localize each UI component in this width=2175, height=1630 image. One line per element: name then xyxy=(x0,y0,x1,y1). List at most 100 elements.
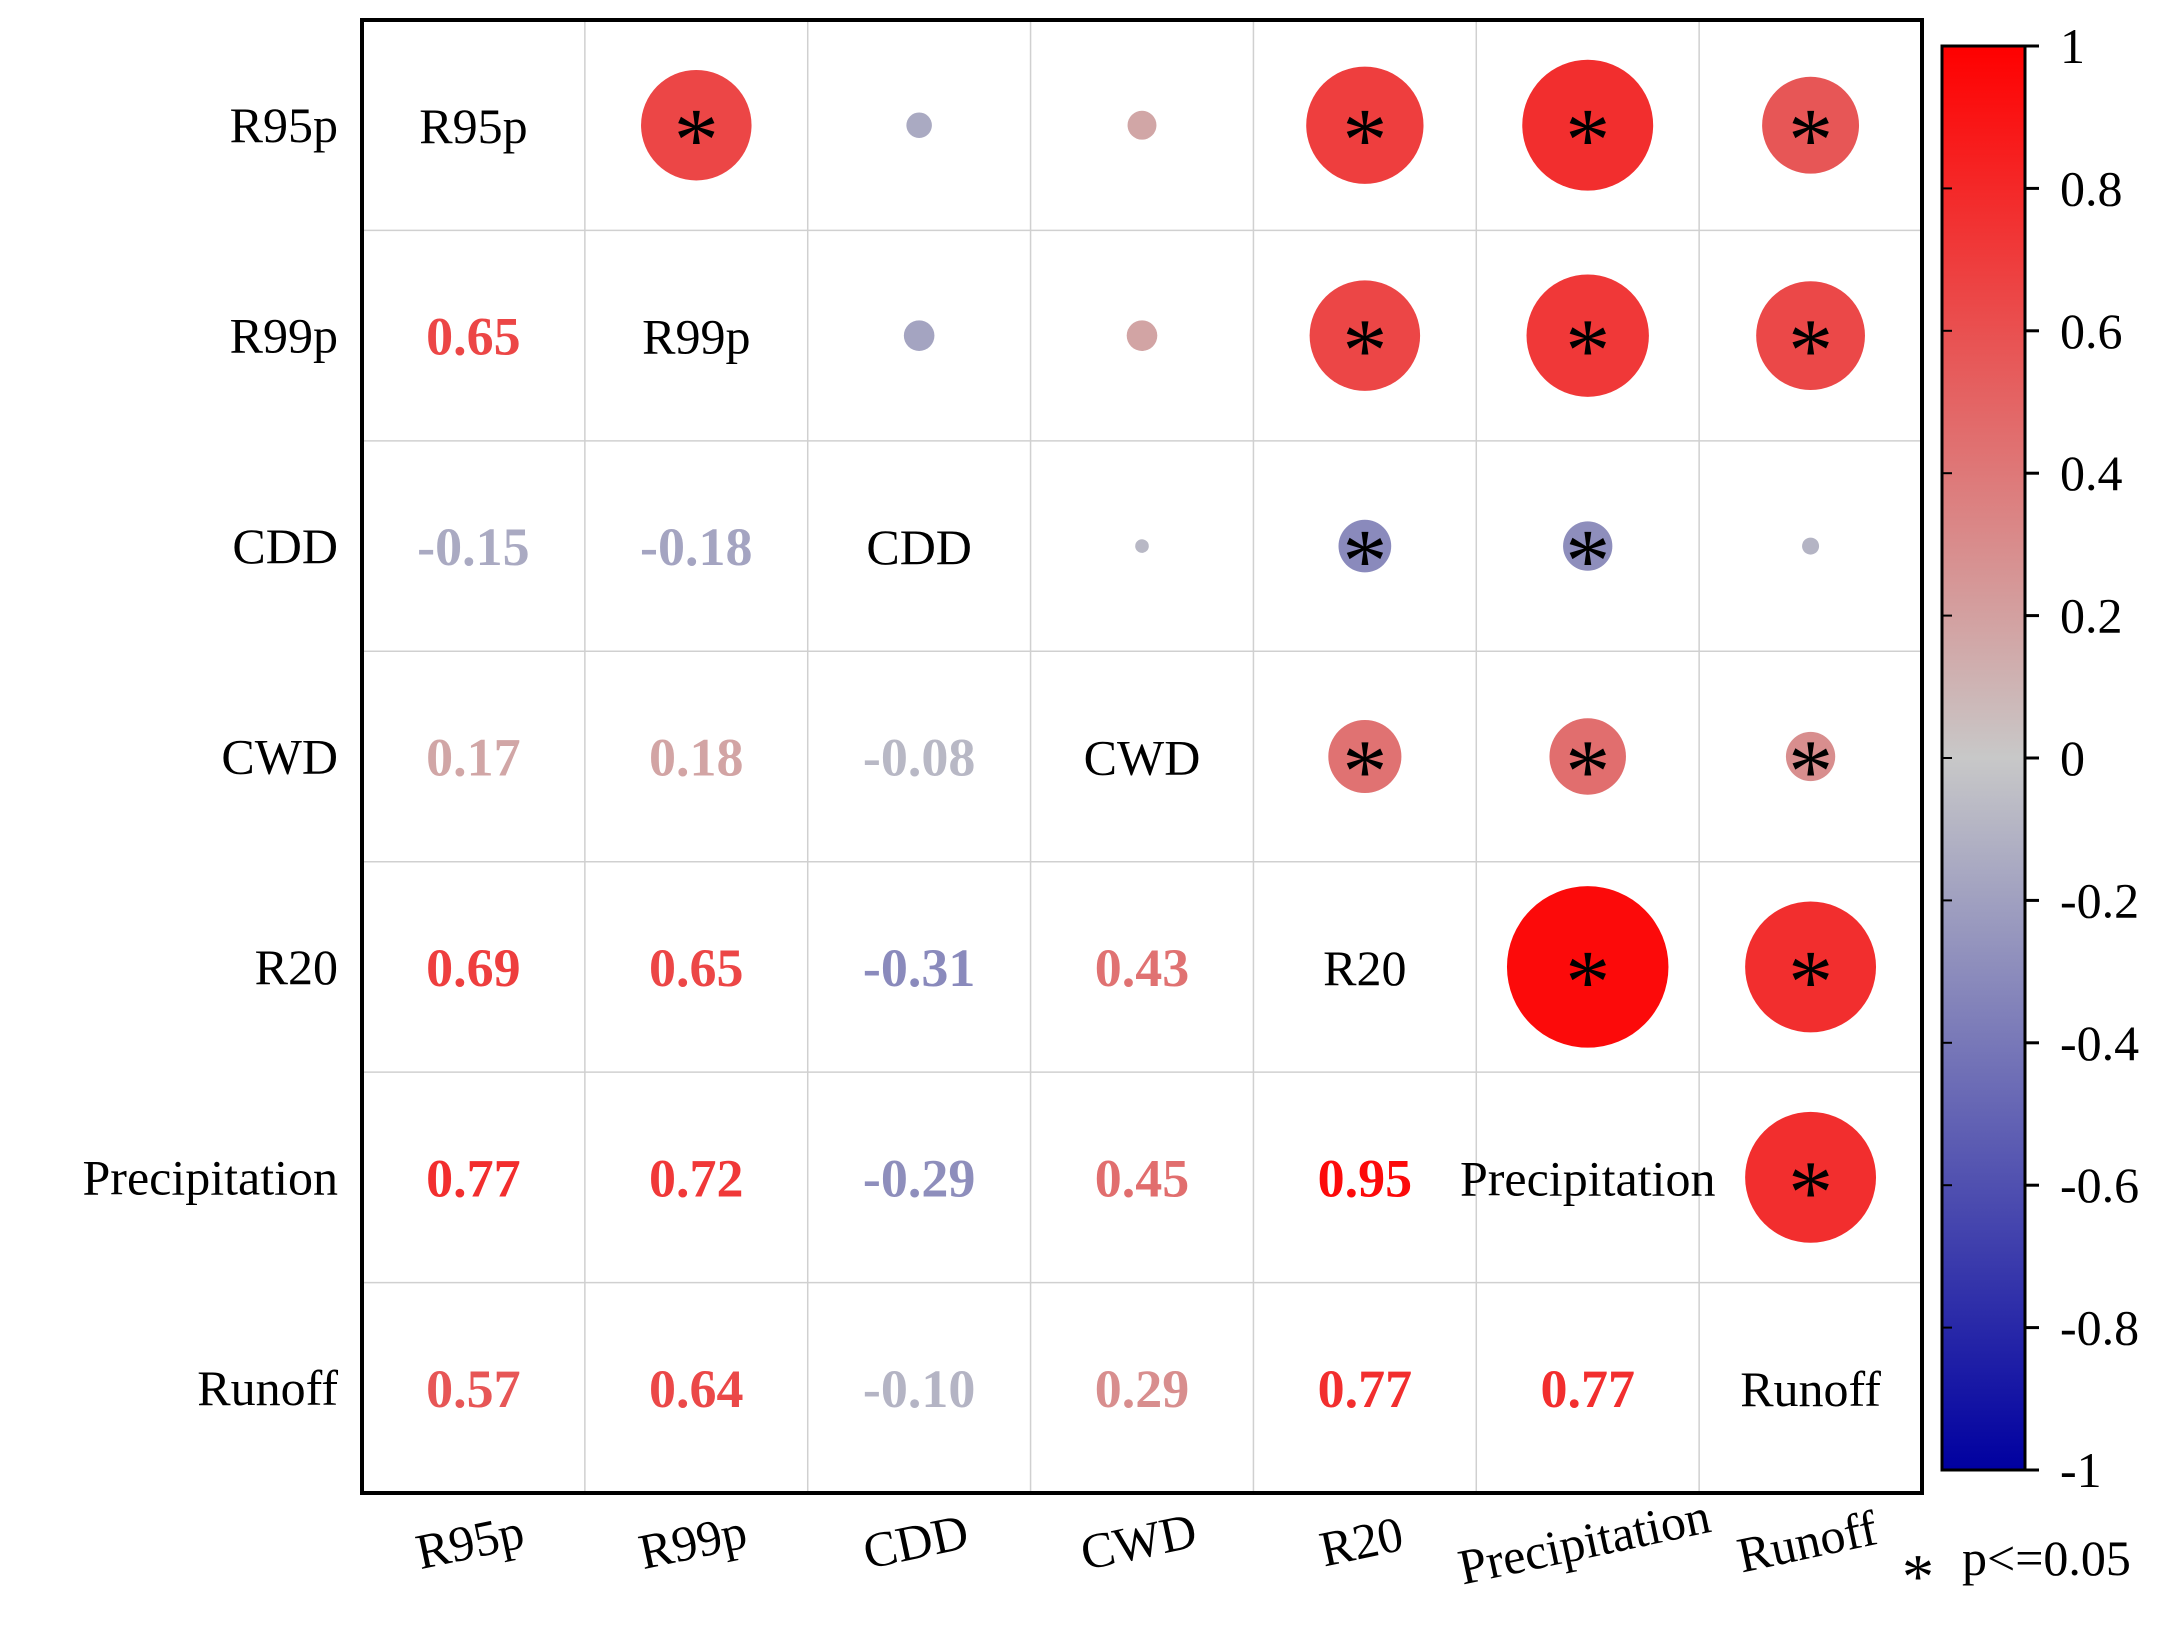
correlation-circle xyxy=(903,320,935,351)
correlation-value: 0.29 xyxy=(1095,1359,1190,1419)
correlation-circle xyxy=(1802,537,1820,555)
correlation-value: -0.18 xyxy=(640,517,752,577)
correlation-circle xyxy=(1309,280,1421,391)
diagonal-label: R99p xyxy=(642,309,750,365)
row-label: R99p xyxy=(230,308,338,364)
column-label: R95p xyxy=(411,1503,529,1580)
significance-star: * xyxy=(1788,91,1833,190)
correlation-circle xyxy=(1745,1111,1877,1243)
correlation-value: 0.57 xyxy=(426,1359,521,1419)
correlation-circle xyxy=(1785,731,1836,782)
column-label: R99p xyxy=(634,1503,752,1580)
column-label: Precipitation xyxy=(1453,1487,1715,1595)
significance-star: * xyxy=(1788,933,1833,1032)
colorbar-gradient xyxy=(1940,44,2027,1472)
correlation-circle xyxy=(1549,718,1626,795)
significance-star: * xyxy=(1565,723,1610,822)
colorbar-tick-label: -0.2 xyxy=(2060,872,2139,928)
correlation-value: 0.45 xyxy=(1095,1148,1190,1208)
significance-star: * xyxy=(1342,91,1387,190)
correlation-circle xyxy=(1526,274,1649,397)
significance-legend: * p<=0.05 xyxy=(1902,1530,2131,1612)
colorbar xyxy=(1940,44,2027,1472)
significance-star: * xyxy=(1788,1143,1833,1242)
row-label: Precipitation xyxy=(83,1149,339,1205)
correlation-circle xyxy=(1126,320,1158,351)
diagonal-label: CWD xyxy=(1084,730,1201,786)
diagonal-label: Runoff xyxy=(1740,1361,1881,1417)
correlation-circle xyxy=(1522,59,1654,191)
correlation-circle xyxy=(1127,110,1157,140)
correlation-value: 0.43 xyxy=(1095,938,1190,998)
correlation-circle xyxy=(1306,66,1424,184)
correlation-value: 0.77 xyxy=(1540,1359,1635,1419)
correlation-circle xyxy=(1338,519,1392,573)
row-label: R20 xyxy=(255,939,338,995)
correlation-circle xyxy=(1328,719,1402,794)
correlation-value: 0.77 xyxy=(1318,1359,1413,1419)
colorbar-tick-label: 0.4 xyxy=(2060,445,2123,501)
correlation-value: 0.69 xyxy=(426,938,521,998)
colorbar-ticks: 1 0.8 0.6 0.4 0.2 0 -0.2 -0.4 -0.6 -0.8 -1 xyxy=(1942,18,2139,1498)
colorbar-tick-label: -0.4 xyxy=(2060,1015,2139,1071)
significance-star: * xyxy=(1788,302,1833,401)
significance-star: * xyxy=(1342,512,1387,611)
correlation-circle xyxy=(906,112,932,138)
correlation-circle xyxy=(1762,76,1860,174)
row-label: CWD xyxy=(221,729,338,785)
colorbar-tick-label: 0 xyxy=(2060,730,2085,786)
correlation-value: 0.65 xyxy=(649,938,744,998)
plot-frame xyxy=(360,18,1924,1495)
correlation-value: -0.10 xyxy=(863,1359,975,1419)
correlation-circle xyxy=(1563,521,1613,571)
colorbar-tick-label: -0.6 xyxy=(2060,1157,2139,1213)
correlation-circle xyxy=(1745,901,1877,1033)
significance-marker: * xyxy=(1902,1541,1934,1612)
significance-star: * xyxy=(674,91,719,190)
row-label: Runoff xyxy=(197,1360,338,1416)
row-label: CDD xyxy=(232,518,338,574)
significance-star: * xyxy=(1342,723,1387,822)
correlation-value: -0.08 xyxy=(863,728,975,788)
colorbar-tick-label: -0.8 xyxy=(2060,1300,2139,1356)
correlation-value: -0.29 xyxy=(863,1148,975,1208)
significance-star: * xyxy=(1788,723,1833,822)
significance-star: * xyxy=(1565,512,1610,611)
correlation-value: 0.17 xyxy=(426,728,521,788)
grid-lines xyxy=(362,20,1922,1493)
significance-star: * xyxy=(1342,302,1387,401)
colorbar-tick-label: 0.2 xyxy=(2060,588,2123,644)
correlation-value: 0.65 xyxy=(426,307,521,367)
column-label: CWD xyxy=(1076,1502,1202,1581)
correlation-circle xyxy=(641,69,752,181)
colorbar-tick-label: 0.6 xyxy=(2060,303,2123,359)
significance-note: p<=0.05 xyxy=(1962,1530,2131,1586)
correlation-value: 0.77 xyxy=(426,1148,521,1208)
correlation-circle xyxy=(1506,886,1669,1048)
diagonal-label: R95p xyxy=(419,98,527,154)
diagonal-label: R20 xyxy=(1323,940,1406,996)
correlation-value: 0.72 xyxy=(649,1148,744,1208)
column-label: Runoff xyxy=(1732,1499,1882,1583)
significance-star: * xyxy=(1565,91,1610,190)
correlation-value: 0.18 xyxy=(649,728,744,788)
correlation-circle xyxy=(1135,539,1149,553)
correlation-value: -0.31 xyxy=(863,938,975,998)
matrix-cells: R95p * * * * 0.65 R99p * * * -0.15 -0.18 CDD * * 0.17 0.… xyxy=(417,59,1881,1419)
colorbar-tick-label: -1 xyxy=(2060,1442,2102,1498)
row-label: R95p xyxy=(230,97,338,153)
column-label: R20 xyxy=(1315,1505,1408,1577)
colorbar-tick-label: 1 xyxy=(2060,18,2085,74)
colorbar-tick-label: 0.8 xyxy=(2060,160,2123,216)
column-label: CDD xyxy=(858,1503,973,1580)
significance-star: * xyxy=(1565,302,1610,401)
correlation-circle xyxy=(1756,281,1865,391)
correlation-value: -0.15 xyxy=(417,517,529,577)
row-labels: R95p R99p CDD CWD R20 Precipitation Runoff xyxy=(83,97,339,1416)
significance-star: * xyxy=(1565,933,1610,1032)
diagonal-label: CDD xyxy=(866,519,972,575)
correlation-value: 0.64 xyxy=(649,1359,744,1419)
column-labels: R95p R99p CDD CWD R20 Precipitation Runoff xyxy=(411,1487,1882,1595)
correlation-value: 0.95 xyxy=(1318,1148,1413,1208)
